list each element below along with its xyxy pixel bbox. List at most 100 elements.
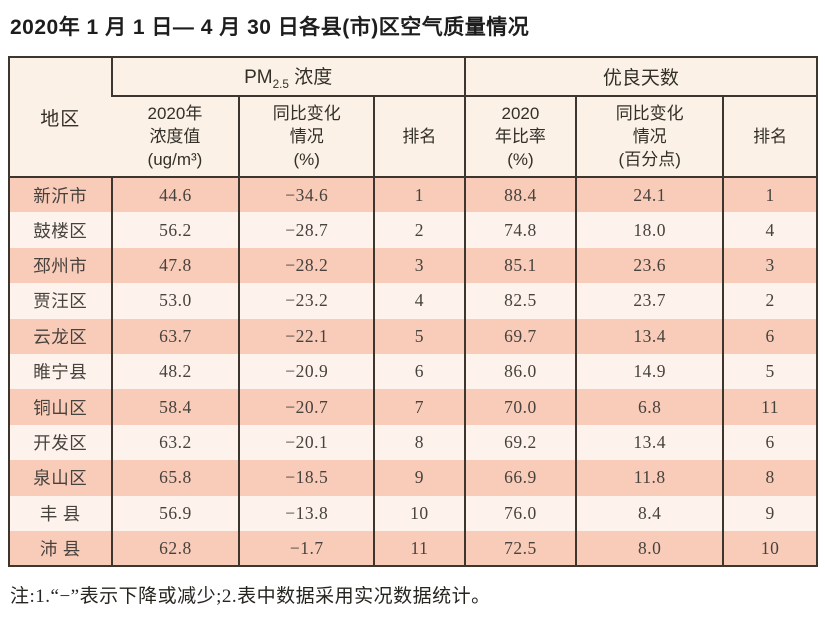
col-header-days-rank: 排名: [722, 96, 817, 178]
days-rate-cell: 85.1: [463, 247, 577, 284]
region-cell: 丰 县: [39, 503, 81, 524]
col-group-pm25: PM2.5 浓度: [110, 57, 465, 97]
page-title: 2020年 1 月 1 日— 4 月 30 日各县(市)区空气质量情况: [10, 16, 530, 39]
days-change-cell: 14.9: [575, 353, 724, 390]
days-change-cell: 11.8: [575, 460, 724, 496]
days-rate-cell: 70.0: [463, 389, 577, 425]
days-change-cell: 6.8: [575, 389, 724, 425]
table-row: 睢宁县 48.2 −20.9 6 86.0 14.9 5: [9, 353, 817, 390]
days-rank-cell: 5: [722, 353, 817, 390]
pm-label-suffix: 浓度: [288, 67, 333, 89]
col-header-days-rate: 2020 年比率 (%): [463, 96, 577, 178]
pm-change-cell: −20.9: [238, 353, 375, 390]
pm-label-subscript: 2.5: [272, 77, 289, 91]
table-row: 丰 县 56.9 −13.8 10 76.0 8.4 9: [9, 495, 817, 531]
pm-value-cell: 63.2: [110, 424, 240, 461]
pm-rank-cell: 6: [373, 353, 465, 390]
pm-value-cell: 62.8: [110, 530, 240, 567]
days-rank-cell: 8: [722, 460, 817, 496]
region-cell: 新沂市: [33, 185, 88, 206]
pm-change-cell: −28.2: [238, 247, 375, 284]
region-cell: 沛 县: [39, 538, 81, 559]
pm-value-cell: 65.8: [110, 460, 240, 496]
table-row: 鼓楼区 56.2 −28.7 2 74.8 18.0 4: [9, 212, 817, 248]
days-rate-cell: 86.0: [463, 353, 577, 390]
pm-change-cell: −18.5: [238, 460, 375, 496]
days-rank-cell: 2: [722, 283, 817, 319]
pm-change-cell: −1.7: [238, 530, 375, 567]
days-rank-cell: 1: [722, 177, 817, 213]
pm-value-cell: 58.4: [110, 389, 240, 425]
col-header-pm-change: 同比变化 情况 (%): [238, 96, 375, 178]
table-row: 沛 县 62.8 −1.7 11 72.5 8.0 10: [9, 530, 817, 567]
footnote: 注:1.“−”表示下降或减少;2.表中数据采用实况数据统计。: [10, 586, 491, 608]
region-cell: 铜山区: [33, 397, 88, 418]
air-quality-table: 地区 PM2.5 浓度 优良天数 2020年 浓度值 (ug/m³) 同比变化 …: [8, 56, 818, 568]
pm-rank-cell: 8: [373, 424, 465, 461]
days-rank-cell: 10: [722, 530, 817, 567]
days-rate-cell: 74.8: [463, 212, 577, 248]
pm-change-cell: −20.1: [238, 424, 375, 461]
days-change-cell: 24.1: [575, 177, 724, 213]
table-body: 新沂市 44.6 −34.6 1 88.4 24.1 1 鼓楼区 56.2 −28.7 2 74.8 1…: [9, 177, 817, 567]
pm-rank-cell: 11: [373, 530, 465, 567]
days-rate-cell: 88.4: [463, 177, 577, 213]
pm-value-cell: 56.9: [110, 495, 240, 531]
days-change-cell: 13.4: [575, 424, 724, 461]
pm-value-cell: 53.0: [110, 283, 240, 319]
pm-change-cell: −28.7: [238, 212, 375, 248]
days-change-cell: 23.7: [575, 283, 724, 319]
pm-value-cell: 56.2: [110, 212, 240, 248]
table-row: 铜山区 58.4 −20.7 7 70.0 6.8 11: [9, 389, 817, 425]
pm-label-prefix: PM: [244, 67, 273, 89]
region-cell: 云龙区: [33, 326, 88, 347]
table-row: 贾汪区 53.0 −23.2 4 82.5 23.7 2: [9, 283, 817, 319]
days-change-cell: 8.4: [575, 495, 724, 531]
days-rate-cell: 66.9: [463, 460, 577, 496]
pm-value-cell: 48.2: [110, 353, 240, 390]
col-header-pm-value: 2020年 浓度值 (ug/m³): [111, 96, 240, 178]
col-header-days-change: 同比变化 情况 (百分点): [575, 96, 724, 178]
pm-rank-cell: 9: [373, 460, 465, 496]
days-rank-cell: 6: [722, 318, 817, 354]
sub-header-row: 2020年 浓度值 (ug/m³) 同比变化 情况 (%) 排名 2020 年比…: [9, 96, 817, 178]
table-row: 云龙区 63.7 −22.1 5 69.7 13.4 6: [9, 318, 817, 354]
pm-rank-cell: 10: [373, 495, 465, 531]
pm-rank-cell: 4: [373, 283, 465, 319]
region-cell: 贾汪区: [33, 291, 88, 312]
pm-rank-cell: 7: [373, 389, 465, 425]
days-rank-cell: 11: [722, 389, 817, 425]
table-row: 新沂市 44.6 −34.6 1 88.4 24.1 1: [9, 177, 817, 213]
days-change-cell: 13.4: [575, 318, 724, 354]
pm-rank-cell: 5: [373, 318, 465, 354]
col-header-region: 地区: [9, 57, 112, 178]
pm-rank-cell: 1: [373, 177, 465, 213]
col-group-good-days: 优良天数: [463, 57, 817, 97]
pm-change-cell: −34.6: [238, 177, 375, 213]
days-rate-cell: 72.5: [463, 530, 577, 567]
pm-value-cell: 47.8: [110, 247, 240, 284]
days-change-cell: 8.0: [575, 530, 724, 567]
pm-change-cell: −22.1: [238, 318, 375, 354]
pm-change-cell: −20.7: [238, 389, 375, 425]
region-cell: 泉山区: [33, 468, 88, 489]
days-rank-cell: 4: [722, 212, 817, 248]
region-cell: 开发区: [33, 432, 88, 453]
days-change-cell: 23.6: [575, 247, 724, 284]
days-rate-cell: 69.2: [463, 424, 577, 461]
table-row: 开发区 63.2 −20.1 8 69.2 13.4 6: [9, 424, 817, 461]
table-row: 泉山区 65.8 −18.5 9 66.9 11.8 8: [9, 460, 817, 496]
days-rank-cell: 3: [722, 247, 817, 284]
group-header-row: 地区 PM2.5 浓度 优良天数: [9, 57, 817, 178]
days-rate-cell: 82.5: [463, 283, 577, 319]
days-rate-cell: 76.0: [463, 495, 577, 531]
region-cell: 鼓楼区: [33, 220, 88, 241]
pm-change-cell: −13.8: [238, 495, 375, 531]
table-header: 地区 PM2.5 浓度 优良天数 2020年 浓度值 (ug/m³) 同比变化 …: [9, 57, 817, 178]
col-header-pm-rank: 排名: [373, 96, 465, 178]
pm-value-cell: 63.7: [110, 318, 240, 354]
pm-change-cell: −23.2: [238, 283, 375, 319]
days-rank-cell: 9: [722, 495, 817, 531]
region-cell: 睢宁县: [33, 362, 88, 383]
